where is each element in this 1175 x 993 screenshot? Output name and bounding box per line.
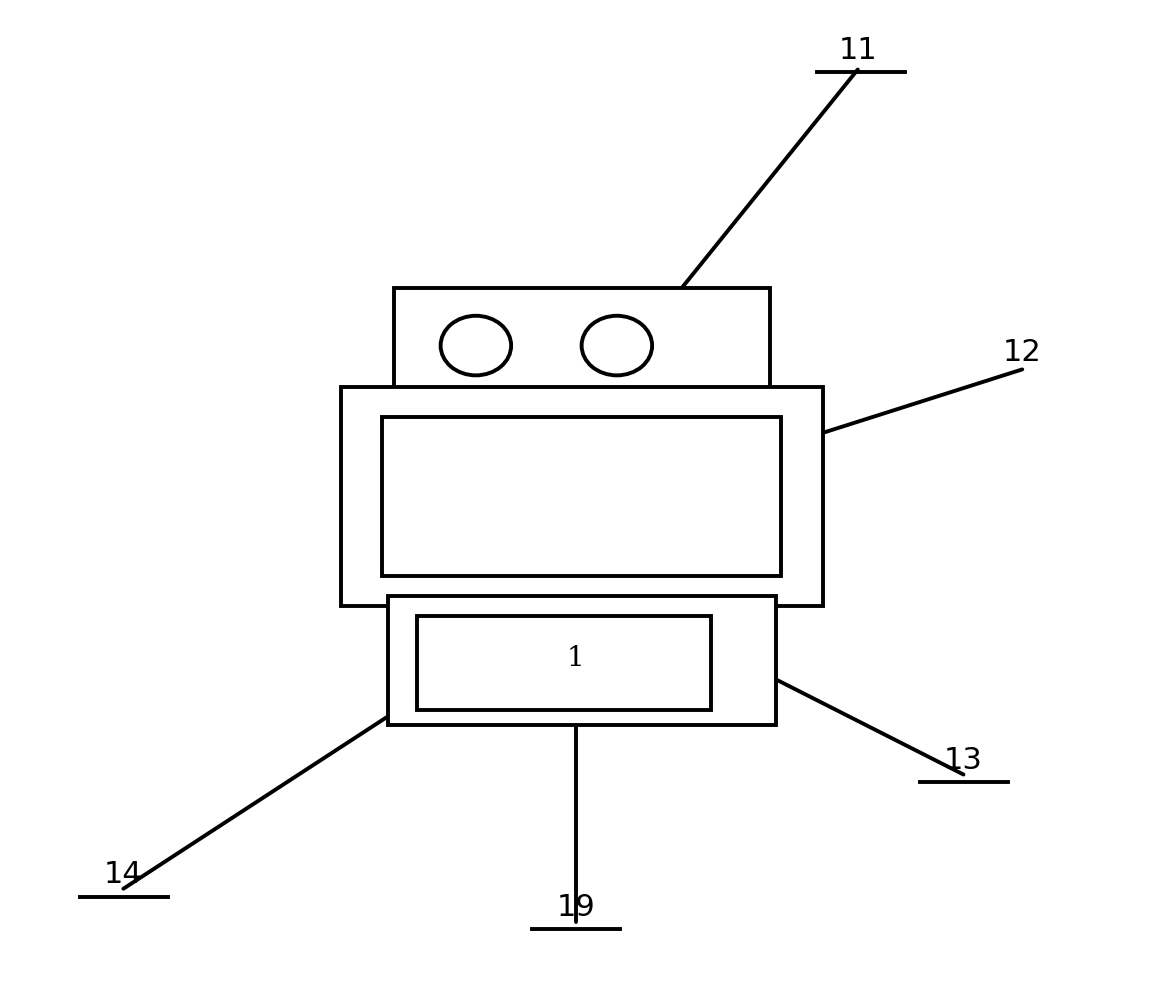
Text: 13: 13 xyxy=(944,746,983,775)
Text: 12: 12 xyxy=(1003,339,1041,367)
Bar xyxy=(388,596,776,725)
Bar xyxy=(417,616,711,710)
Text: 14: 14 xyxy=(105,860,142,889)
Bar xyxy=(394,288,770,402)
Text: 11: 11 xyxy=(839,36,877,65)
Text: 19: 19 xyxy=(557,893,595,922)
Ellipse shape xyxy=(582,316,652,375)
Text: 1: 1 xyxy=(566,644,585,672)
Bar xyxy=(341,387,822,606)
Ellipse shape xyxy=(441,316,511,375)
Bar xyxy=(382,417,781,576)
